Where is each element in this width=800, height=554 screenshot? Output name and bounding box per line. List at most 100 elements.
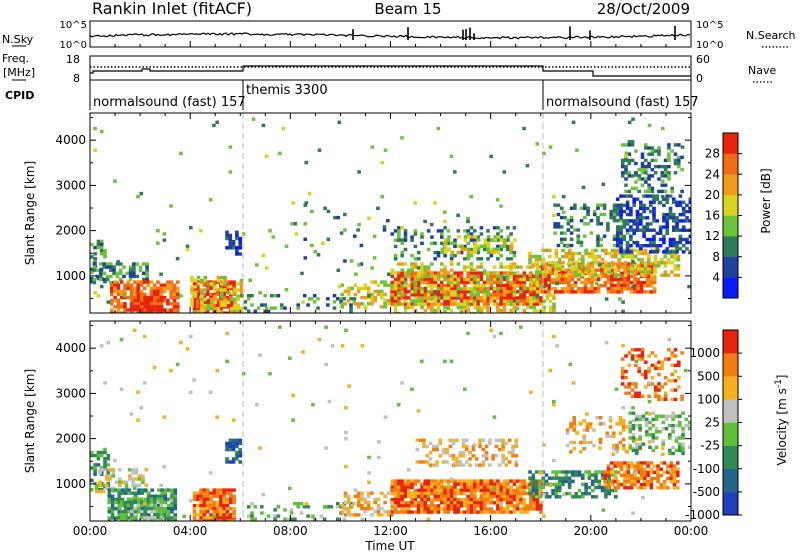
data-cell xyxy=(360,497,364,502)
data-cell xyxy=(649,277,654,282)
data-cell xyxy=(535,294,540,298)
data-cell xyxy=(541,248,545,253)
data-cell xyxy=(407,507,411,511)
data-cell xyxy=(509,280,513,285)
data-cell xyxy=(136,283,140,287)
data-cell xyxy=(137,507,141,511)
data-cell xyxy=(225,507,230,511)
data-cell xyxy=(420,262,424,266)
data-cell xyxy=(627,382,632,386)
data-cell xyxy=(140,488,145,492)
data-cell xyxy=(436,510,441,514)
data-cell xyxy=(231,441,236,446)
data-cell xyxy=(170,519,174,521)
data-cell xyxy=(126,286,131,290)
data-cell xyxy=(240,294,244,298)
data-cell xyxy=(426,293,431,297)
data-cell xyxy=(463,488,467,493)
data-cell xyxy=(469,501,474,505)
data-cell xyxy=(634,471,639,475)
data-cell xyxy=(681,237,686,242)
data-cell xyxy=(426,479,431,483)
data-cell xyxy=(596,284,601,288)
data-cell xyxy=(577,258,582,262)
data-cell xyxy=(103,381,107,385)
data-cell xyxy=(663,391,668,395)
data-cell xyxy=(152,286,157,290)
data-cell xyxy=(534,470,539,474)
data-cell xyxy=(436,229,441,233)
data-cell xyxy=(416,507,421,511)
data-cell xyxy=(196,497,200,502)
data-cell xyxy=(499,247,503,252)
data-cell xyxy=(625,222,630,226)
data-cell xyxy=(600,271,604,275)
data-cell xyxy=(584,470,588,474)
data-cell xyxy=(486,277,490,282)
data-cell xyxy=(633,264,638,268)
data-cell xyxy=(570,284,574,288)
data-cell xyxy=(672,213,676,217)
data-cell xyxy=(149,311,154,313)
data-cell xyxy=(235,441,239,446)
data-cell xyxy=(159,503,164,508)
data-cell xyxy=(143,280,147,284)
data-cell xyxy=(192,513,197,517)
data-cell xyxy=(225,441,229,446)
data-cell xyxy=(383,299,387,303)
data-cell xyxy=(588,422,593,426)
data-cell xyxy=(632,240,636,245)
data-cell xyxy=(636,461,640,465)
data-cell xyxy=(393,238,398,242)
data-cell xyxy=(114,488,118,492)
data-cell xyxy=(306,514,310,518)
data-cell xyxy=(425,444,429,449)
data-cell xyxy=(668,237,673,242)
data-cell xyxy=(159,305,164,309)
data-cell xyxy=(490,247,494,251)
data-cell xyxy=(657,382,661,386)
data-cell xyxy=(469,290,474,294)
data-cell xyxy=(146,500,151,504)
data-cell xyxy=(619,277,624,282)
data-cell xyxy=(509,501,513,505)
data-cell xyxy=(610,467,614,471)
data-cell xyxy=(440,271,444,275)
time-tick-label: 08:00 xyxy=(273,524,308,538)
data-cell xyxy=(511,444,515,449)
data-cell xyxy=(509,244,514,248)
data-cell xyxy=(637,174,641,178)
data-cell xyxy=(544,268,548,272)
data-cell xyxy=(482,271,487,275)
data-cell xyxy=(110,299,114,303)
data-cell xyxy=(542,151,546,155)
data-cell xyxy=(613,461,617,465)
data-cell xyxy=(535,501,540,505)
data-cell xyxy=(661,427,665,431)
data-cell xyxy=(119,295,124,300)
data-cell xyxy=(563,287,568,291)
data-cell xyxy=(554,495,559,499)
data-cell xyxy=(612,447,616,451)
data-cell xyxy=(681,225,686,229)
data-cell xyxy=(367,480,371,484)
data-cell xyxy=(233,297,237,301)
data-cell xyxy=(209,513,213,517)
data-cell xyxy=(133,289,137,294)
data-cell xyxy=(569,219,574,223)
data-cell xyxy=(581,254,585,259)
data-cell xyxy=(676,467,680,471)
velocity-colorbar-label: Velocity [m s-1] xyxy=(774,375,789,466)
data-cell xyxy=(111,468,116,472)
data-cell xyxy=(615,450,619,454)
data-cell xyxy=(534,273,539,277)
data-cell xyxy=(653,171,658,175)
data-cell xyxy=(489,494,494,499)
data-cell xyxy=(603,473,607,478)
data-cell xyxy=(633,254,638,259)
data-cell xyxy=(449,359,454,363)
data-cell xyxy=(615,244,620,248)
data-cell xyxy=(496,244,500,249)
data-cell xyxy=(99,453,104,458)
data-cell xyxy=(635,448,639,453)
